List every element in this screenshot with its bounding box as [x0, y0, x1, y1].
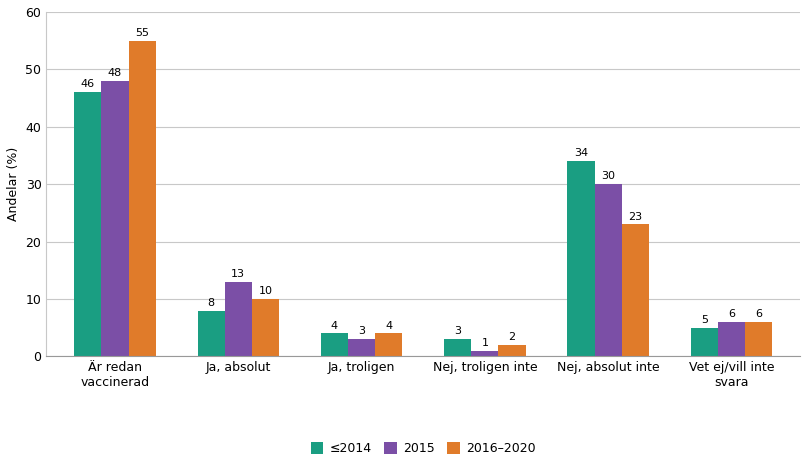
Text: 5: 5: [700, 315, 708, 325]
Text: 2: 2: [508, 332, 516, 342]
Text: 48: 48: [108, 68, 122, 78]
Text: 13: 13: [232, 269, 245, 279]
Bar: [74, 92, 102, 356]
Text: 6: 6: [728, 309, 735, 319]
Text: 55: 55: [135, 28, 149, 38]
Text: 4: 4: [385, 321, 392, 330]
Bar: [499, 345, 525, 356]
Legend: ≤2014, 2015, 2016–2020: ≤2014, 2015, 2016–2020: [307, 439, 539, 457]
Bar: [567, 161, 595, 356]
Text: 46: 46: [81, 80, 95, 90]
Bar: [128, 41, 156, 356]
Bar: [621, 224, 649, 356]
Bar: [691, 328, 718, 356]
Bar: [224, 282, 252, 356]
Text: 34: 34: [574, 149, 588, 159]
Bar: [375, 334, 402, 356]
Bar: [198, 310, 224, 356]
Y-axis label: Andelar (%): Andelar (%): [7, 147, 20, 221]
Text: 10: 10: [258, 286, 273, 296]
Bar: [745, 322, 772, 356]
Text: 4: 4: [331, 321, 338, 330]
Bar: [444, 339, 471, 356]
Text: 30: 30: [601, 171, 615, 181]
Bar: [348, 339, 375, 356]
Bar: [321, 334, 348, 356]
Text: 1: 1: [481, 338, 488, 348]
Text: 23: 23: [628, 212, 642, 222]
Text: 8: 8: [207, 298, 215, 308]
Bar: [102, 81, 128, 356]
Bar: [718, 322, 745, 356]
Text: 3: 3: [358, 326, 365, 336]
Text: 3: 3: [454, 326, 462, 336]
Bar: [595, 184, 621, 356]
Bar: [252, 299, 279, 356]
Bar: [471, 351, 499, 356]
Text: 6: 6: [755, 309, 762, 319]
